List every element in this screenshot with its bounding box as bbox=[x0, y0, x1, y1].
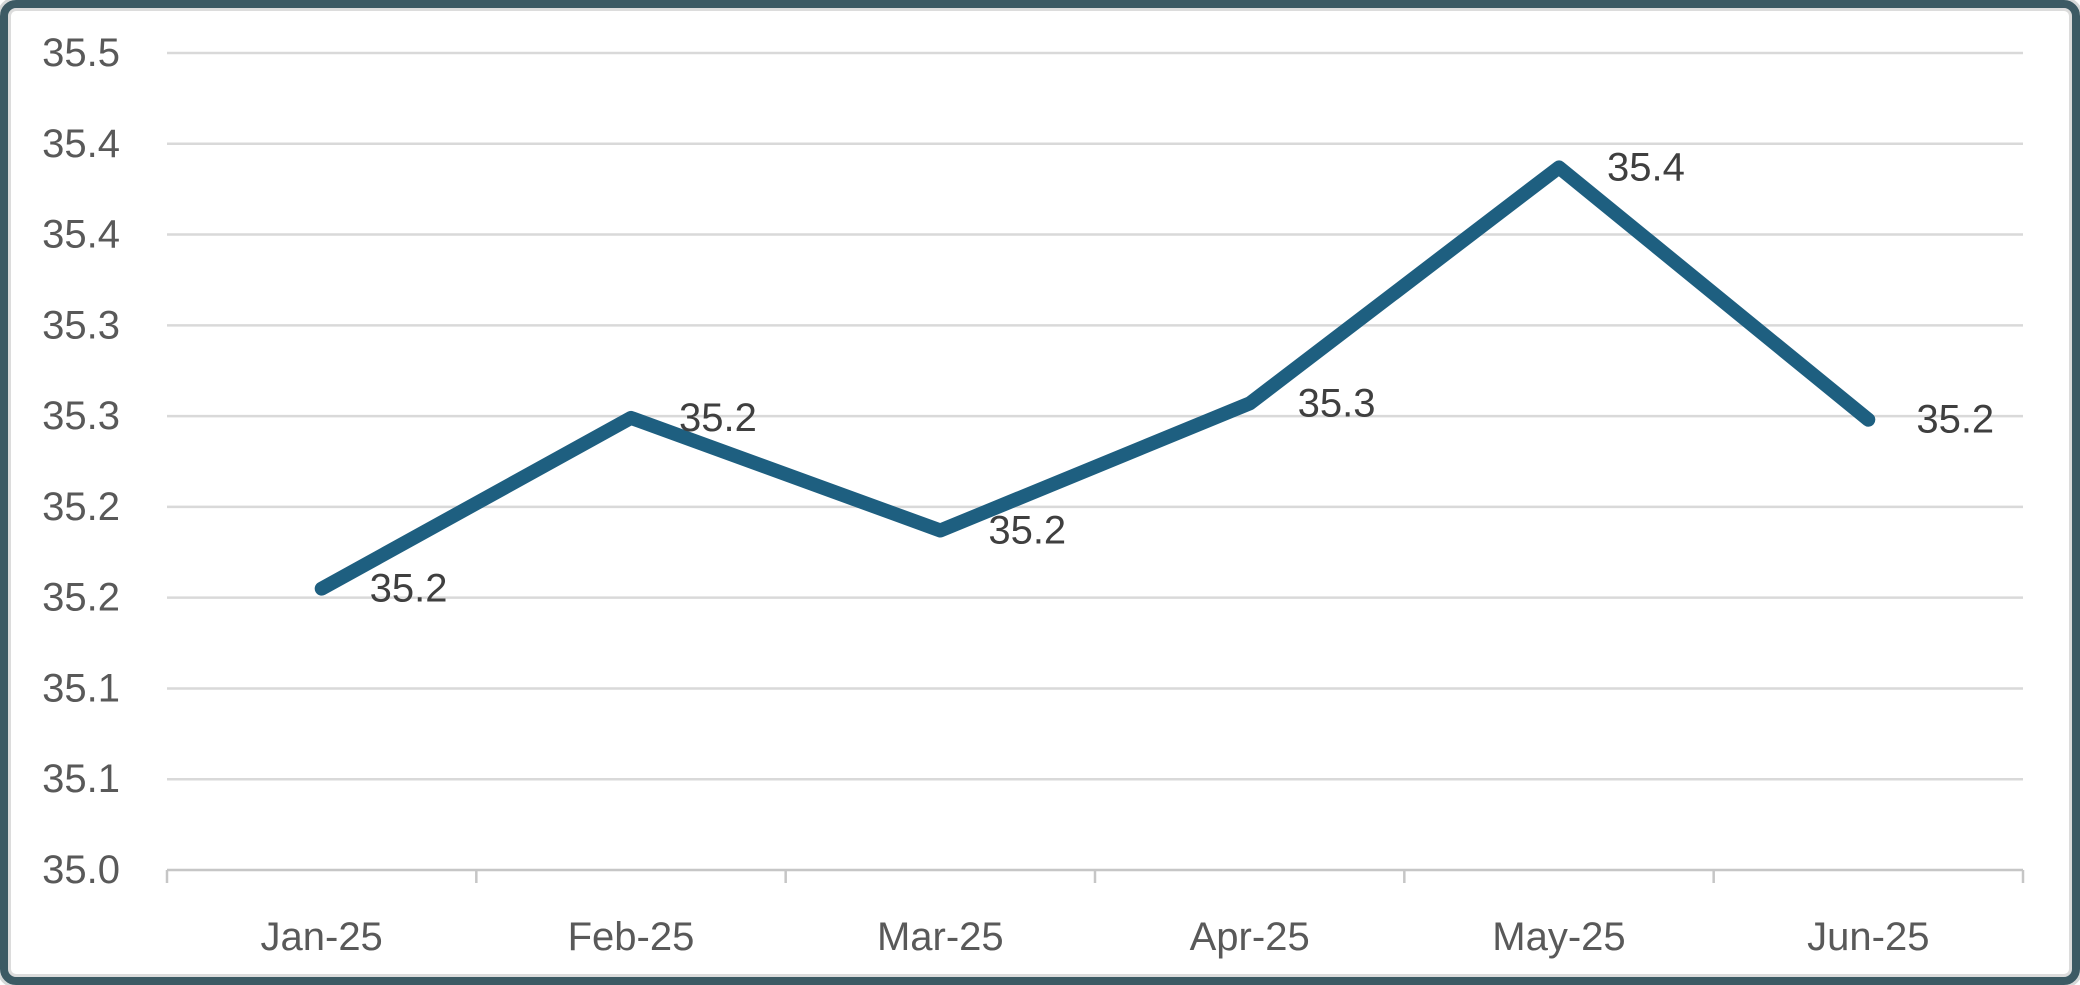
y-axis-tick-label: 35.0 bbox=[42, 848, 120, 892]
x-axis-category-label: Mar-25 bbox=[877, 915, 1004, 959]
x-axis-category-label: May-25 bbox=[1492, 915, 1625, 959]
x-axis-category-label: Jan-25 bbox=[261, 915, 383, 959]
y-axis-tick-label: 35.3 bbox=[42, 394, 120, 438]
data-label: 35.2 bbox=[679, 396, 757, 440]
data-label: 35.4 bbox=[1607, 145, 1685, 189]
y-axis-tick-label: 35.1 bbox=[42, 666, 120, 710]
x-axis-category-label: Jun-25 bbox=[1807, 915, 1929, 959]
y-axis-tick-label: 35.2 bbox=[42, 576, 120, 620]
data-label: 35.2 bbox=[1916, 398, 1994, 442]
x-axis-category-label: Feb-25 bbox=[568, 915, 695, 959]
data-label: 35.3 bbox=[1298, 381, 1376, 425]
series-line bbox=[314, 160, 1876, 596]
y-axis-tick-label: 35.2 bbox=[42, 485, 120, 529]
y-axis-tick-label: 35.5 bbox=[42, 31, 120, 75]
y-axis-tick-label: 35.4 bbox=[42, 122, 120, 166]
x-axis-category-label: Apr-25 bbox=[1190, 915, 1310, 959]
data-label: 35.2 bbox=[370, 567, 448, 611]
y-axis-tick-label: 35.4 bbox=[42, 213, 120, 257]
data-label: 35.2 bbox=[988, 508, 1066, 552]
y-axis-tick-label: 35.3 bbox=[42, 303, 120, 347]
y-axis-tick-label: 35.1 bbox=[42, 757, 120, 801]
